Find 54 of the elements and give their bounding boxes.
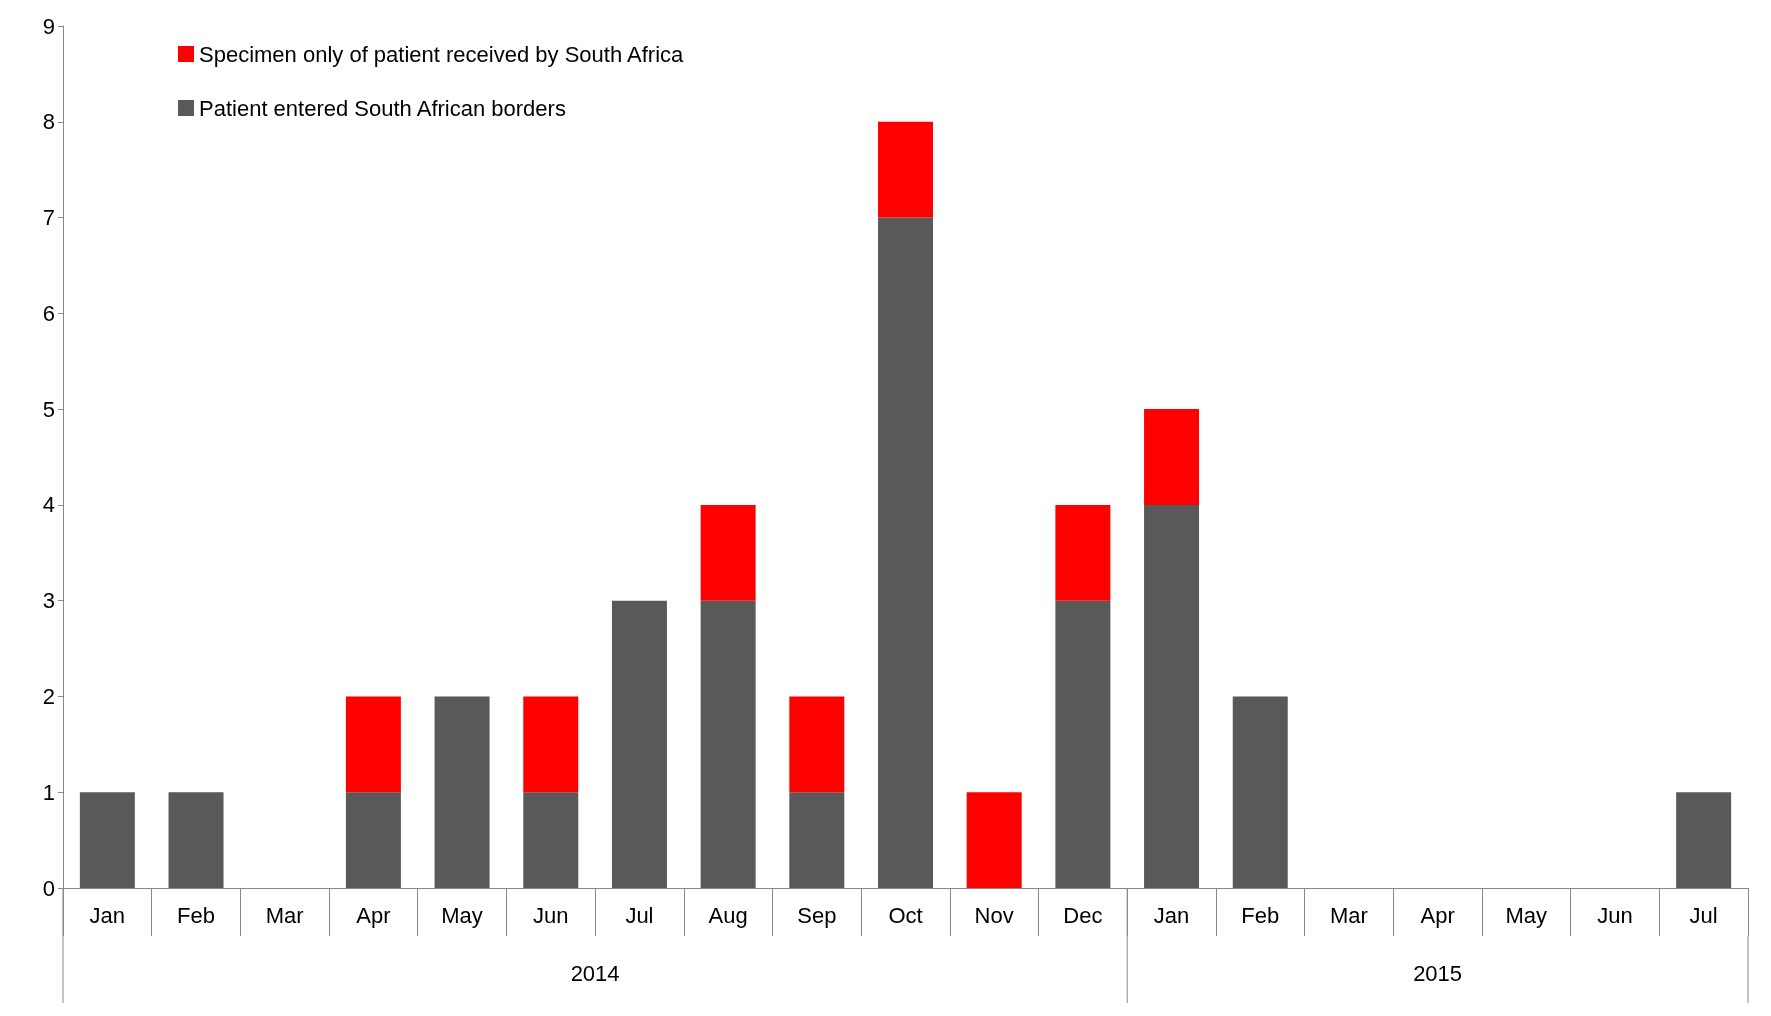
- x-tick-label: Dec: [1063, 902, 1103, 928]
- x-tick-label: Mar: [1329, 902, 1368, 928]
- x-tick-label: Jun: [533, 902, 569, 928]
- y-tick-label: 8: [42, 109, 55, 135]
- bar: [878, 121, 933, 218]
- text: 2015: [1413, 960, 1463, 986]
- bar: [878, 217, 933, 888]
- x-tick-label: Jan: [1153, 902, 1190, 928]
- bar: [523, 792, 579, 888]
- bar: [345, 696, 401, 793]
- y-tick-label: 3: [42, 588, 55, 614]
- bar: [1144, 504, 1200, 888]
- x-tick-label: May: [1505, 902, 1548, 928]
- x-tick-label: Feb: [1241, 902, 1280, 928]
- bar: [1676, 792, 1732, 888]
- y-tick-label: 6: [42, 300, 55, 326]
- x-tick-label: Aug: [708, 902, 748, 928]
- x-tick-label: Mar: [265, 902, 304, 928]
- bar: [1144, 409, 1200, 505]
- y-tick-label: 5: [42, 396, 55, 422]
- bar: [168, 792, 224, 888]
- bar: [1232, 696, 1288, 888]
- bar: [700, 504, 756, 601]
- bar: [789, 792, 845, 888]
- x-tick-label: Oct: [888, 902, 923, 928]
- legend-label: Patient entered South African borders: [199, 95, 566, 121]
- x-tick-label: Apr: [356, 902, 391, 928]
- x-tick-label: May: [441, 902, 483, 928]
- bar: [966, 792, 1022, 888]
- x-tick-label: Jul: [1689, 902, 1718, 928]
- legend-label: Specimen only of patient received by South Africa: [199, 41, 685, 67]
- y-tick-label: 2: [42, 683, 55, 709]
- bar: [1055, 504, 1111, 601]
- bar: [523, 696, 579, 793]
- x-tick-label: Jun: [1597, 902, 1633, 928]
- text: 2014: [570, 960, 620, 986]
- x-tick-label: Nov: [974, 902, 1014, 928]
- bar: [79, 792, 135, 888]
- x-tick-label: Jul: [625, 902, 654, 928]
- bar: [1055, 600, 1111, 888]
- bar: [789, 696, 845, 793]
- bar: [611, 600, 667, 888]
- y-tick-label: 4: [42, 492, 55, 518]
- x-tick-label: Sep: [797, 902, 837, 928]
- bar: [434, 696, 490, 888]
- y-tick-label: 9: [42, 13, 55, 39]
- y-tick-label: 1: [42, 779, 55, 805]
- y-tick-label: 7: [42, 205, 55, 231]
- bar: [345, 792, 401, 888]
- x-tick-label: Feb: [177, 902, 215, 928]
- x-tick-label: Apr: [1420, 902, 1455, 928]
- x-tick-label: Jan: [89, 902, 126, 928]
- bar: [700, 600, 756, 888]
- y-tick-label: 0: [42, 875, 55, 901]
